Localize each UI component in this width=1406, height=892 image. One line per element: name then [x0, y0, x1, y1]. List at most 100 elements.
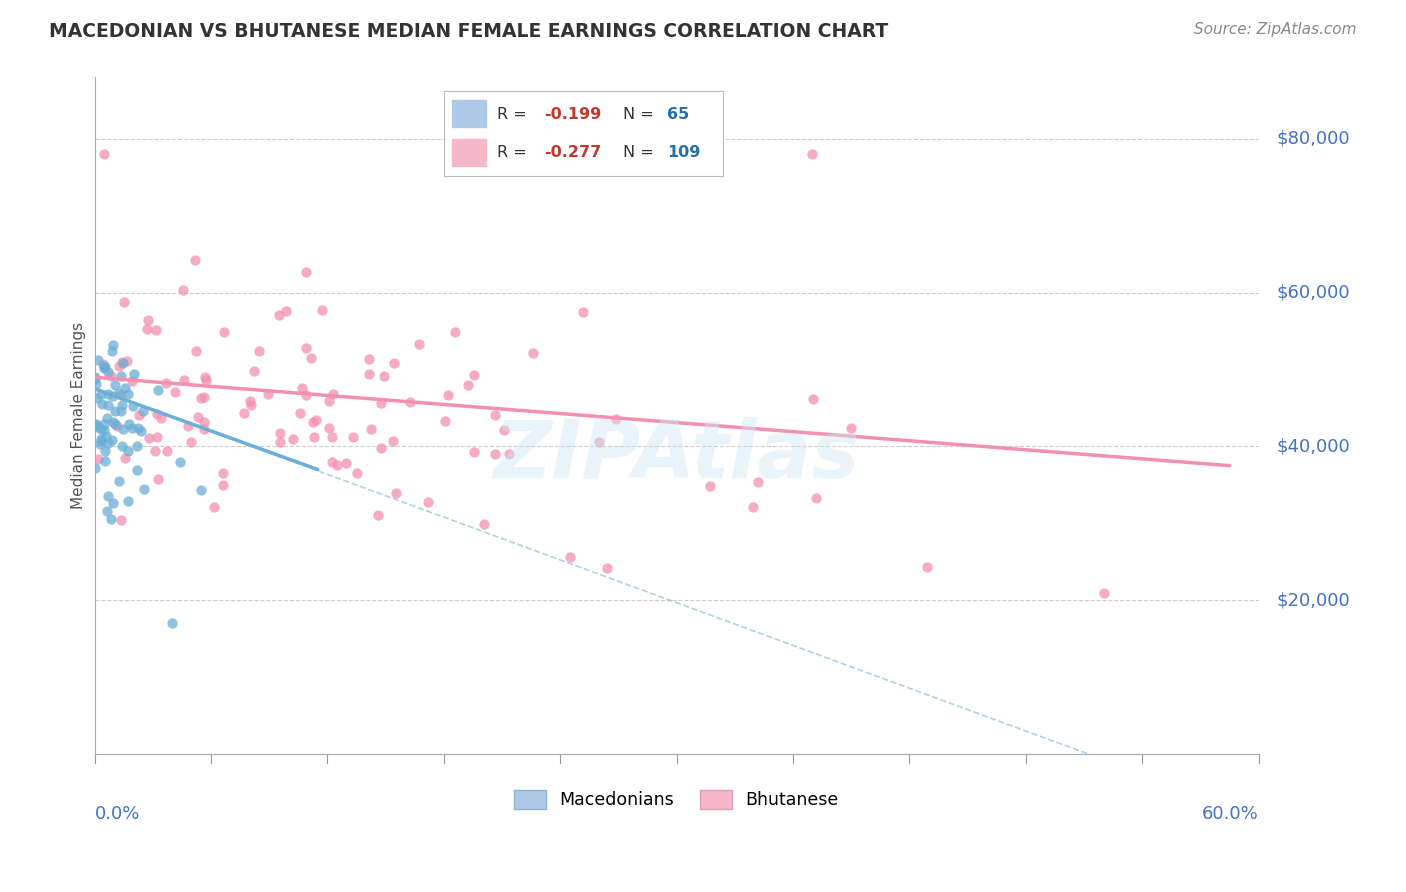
Point: [101, 338, 124, 352]
Point: [194, 370, 217, 384]
Point: [472, 516, 495, 531]
Point: [596, 560, 619, 574]
Point: [588, 435, 610, 450]
Point: [193, 415, 215, 429]
Point: [84, 370, 107, 384]
Text: MACEDONIAN VS BHUTANESE MEDIAN FEMALE EARNINGS CORRELATION CHART: MACEDONIAN VS BHUTANESE MEDIAN FEMALE EA…: [49, 22, 889, 41]
Point: [93, 360, 115, 375]
Point: [121, 374, 143, 388]
Point: [94, 444, 117, 458]
Point: [118, 417, 141, 431]
Point: [110, 368, 132, 383]
Point: [239, 393, 262, 408]
Point: [572, 304, 595, 318]
Point: [90, 434, 112, 449]
Point: [294, 388, 316, 402]
Point: [212, 467, 235, 481]
Point: [129, 424, 152, 438]
Point: [399, 394, 422, 409]
Point: [558, 549, 581, 564]
Point: [149, 411, 172, 425]
Point: [155, 376, 177, 391]
Point: [801, 147, 824, 161]
Point: [382, 356, 405, 370]
Point: [87, 419, 110, 434]
Point: [111, 398, 134, 412]
Point: [101, 415, 124, 429]
Point: [801, 392, 824, 406]
Point: [112, 294, 135, 309]
Point: [193, 422, 215, 436]
Point: [125, 463, 148, 477]
Point: [605, 412, 627, 426]
Point: [311, 303, 333, 318]
Point: [190, 483, 212, 497]
Point: [436, 388, 458, 402]
Point: [742, 500, 765, 515]
Point: [128, 408, 150, 422]
Point: [91, 357, 114, 371]
Point: [360, 422, 382, 436]
Point: [145, 429, 167, 443]
Point: [839, 421, 862, 435]
Point: [84, 377, 107, 392]
Point: [90, 433, 112, 447]
Point: [1092, 585, 1115, 599]
Point: [132, 482, 155, 496]
Point: [155, 444, 177, 458]
Point: [121, 421, 143, 435]
Point: [173, 373, 195, 387]
Point: [101, 496, 124, 510]
Point: [295, 264, 318, 278]
Point: [498, 447, 520, 461]
Point: [100, 369, 122, 384]
Point: [322, 386, 344, 401]
Point: [283, 432, 305, 446]
Point: [186, 343, 208, 358]
Point: [148, 471, 170, 485]
Point: [484, 408, 506, 422]
Point: [86, 391, 108, 405]
Point: [84, 461, 107, 475]
Point: [522, 345, 544, 359]
Point: [138, 312, 160, 326]
Point: [104, 417, 127, 431]
Point: [87, 353, 110, 368]
Point: [408, 337, 430, 351]
Point: [97, 387, 120, 401]
Point: [87, 452, 110, 467]
Point: [117, 444, 139, 458]
Point: [104, 377, 127, 392]
Point: [342, 430, 364, 444]
Point: [84, 372, 107, 386]
Text: $80,000: $80,000: [1277, 130, 1350, 148]
Point: [110, 439, 132, 453]
Point: [117, 494, 139, 508]
Point: [385, 485, 408, 500]
Point: [370, 441, 392, 455]
Text: $40,000: $40,000: [1277, 437, 1350, 456]
Point: [131, 404, 153, 418]
Point: [484, 447, 506, 461]
Point: [90, 387, 112, 401]
Point: [302, 416, 325, 430]
Point: [367, 508, 389, 523]
Text: $20,000: $20,000: [1277, 591, 1350, 609]
Point: [117, 387, 139, 401]
Point: [160, 616, 183, 631]
Point: [915, 559, 938, 574]
Point: [373, 368, 395, 383]
Point: [359, 368, 381, 382]
Point: [269, 425, 291, 440]
Point: [93, 423, 115, 437]
Point: [434, 414, 457, 428]
Point: [463, 368, 485, 382]
Point: [138, 431, 160, 445]
Point: [169, 455, 191, 469]
Point: [101, 344, 124, 359]
Point: [97, 397, 120, 411]
Point: [195, 373, 218, 387]
Point: [110, 387, 132, 401]
Point: [127, 439, 149, 453]
Point: [148, 383, 170, 397]
